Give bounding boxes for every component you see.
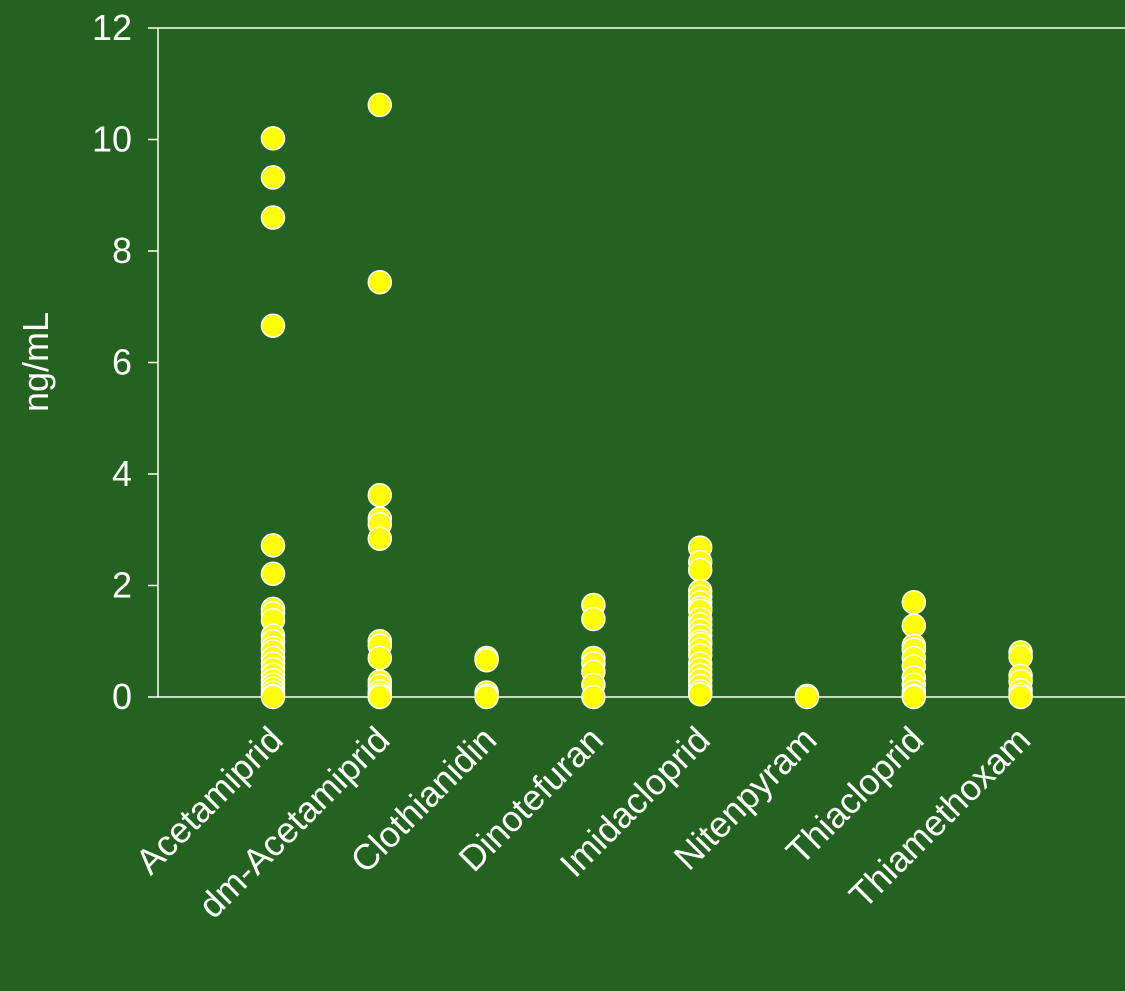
y-tick-label: 6	[112, 342, 132, 383]
data-point	[367, 526, 393, 551]
data-point	[260, 533, 286, 558]
y-axis-title: ng/mL	[15, 312, 56, 412]
data-point	[901, 684, 927, 710]
data-point	[260, 205, 286, 230]
y-tick-label: 8	[112, 230, 132, 271]
data-point	[260, 684, 286, 710]
data-point	[901, 589, 927, 615]
data-point	[581, 606, 606, 632]
y-tick-label: 2	[112, 565, 132, 606]
data-point	[260, 561, 286, 587]
y-tick-label: 0	[112, 676, 132, 717]
y-axis-ticks: 0 2 4 6 8 10 12	[92, 7, 158, 717]
y-tick-label: 4	[112, 453, 132, 494]
data-point	[474, 684, 499, 710]
x-axis-categories: Acetamipriddm-AcetamipridClothianidinDin…	[127, 719, 1038, 926]
data-point	[794, 684, 820, 710]
data-point	[1008, 684, 1033, 710]
x-category-label: Thiamethoxam	[841, 719, 1038, 916]
x-category-label: dm-Acetamiprid	[190, 719, 397, 926]
data-point	[687, 557, 713, 583]
data-point	[581, 684, 606, 710]
data-point	[367, 482, 393, 508]
data-point	[367, 684, 393, 710]
data-point	[260, 165, 286, 190]
axes	[157, 27, 1125, 698]
y-tick-label: 12	[92, 7, 132, 48]
data-point	[367, 269, 393, 295]
data-point	[474, 647, 499, 673]
data-point	[367, 645, 393, 671]
data-point	[367, 92, 393, 118]
data-points	[260, 92, 1033, 710]
y-tick-label: 10	[92, 119, 132, 160]
data-point	[260, 313, 286, 338]
data-point	[260, 126, 286, 151]
data-point	[687, 681, 713, 707]
